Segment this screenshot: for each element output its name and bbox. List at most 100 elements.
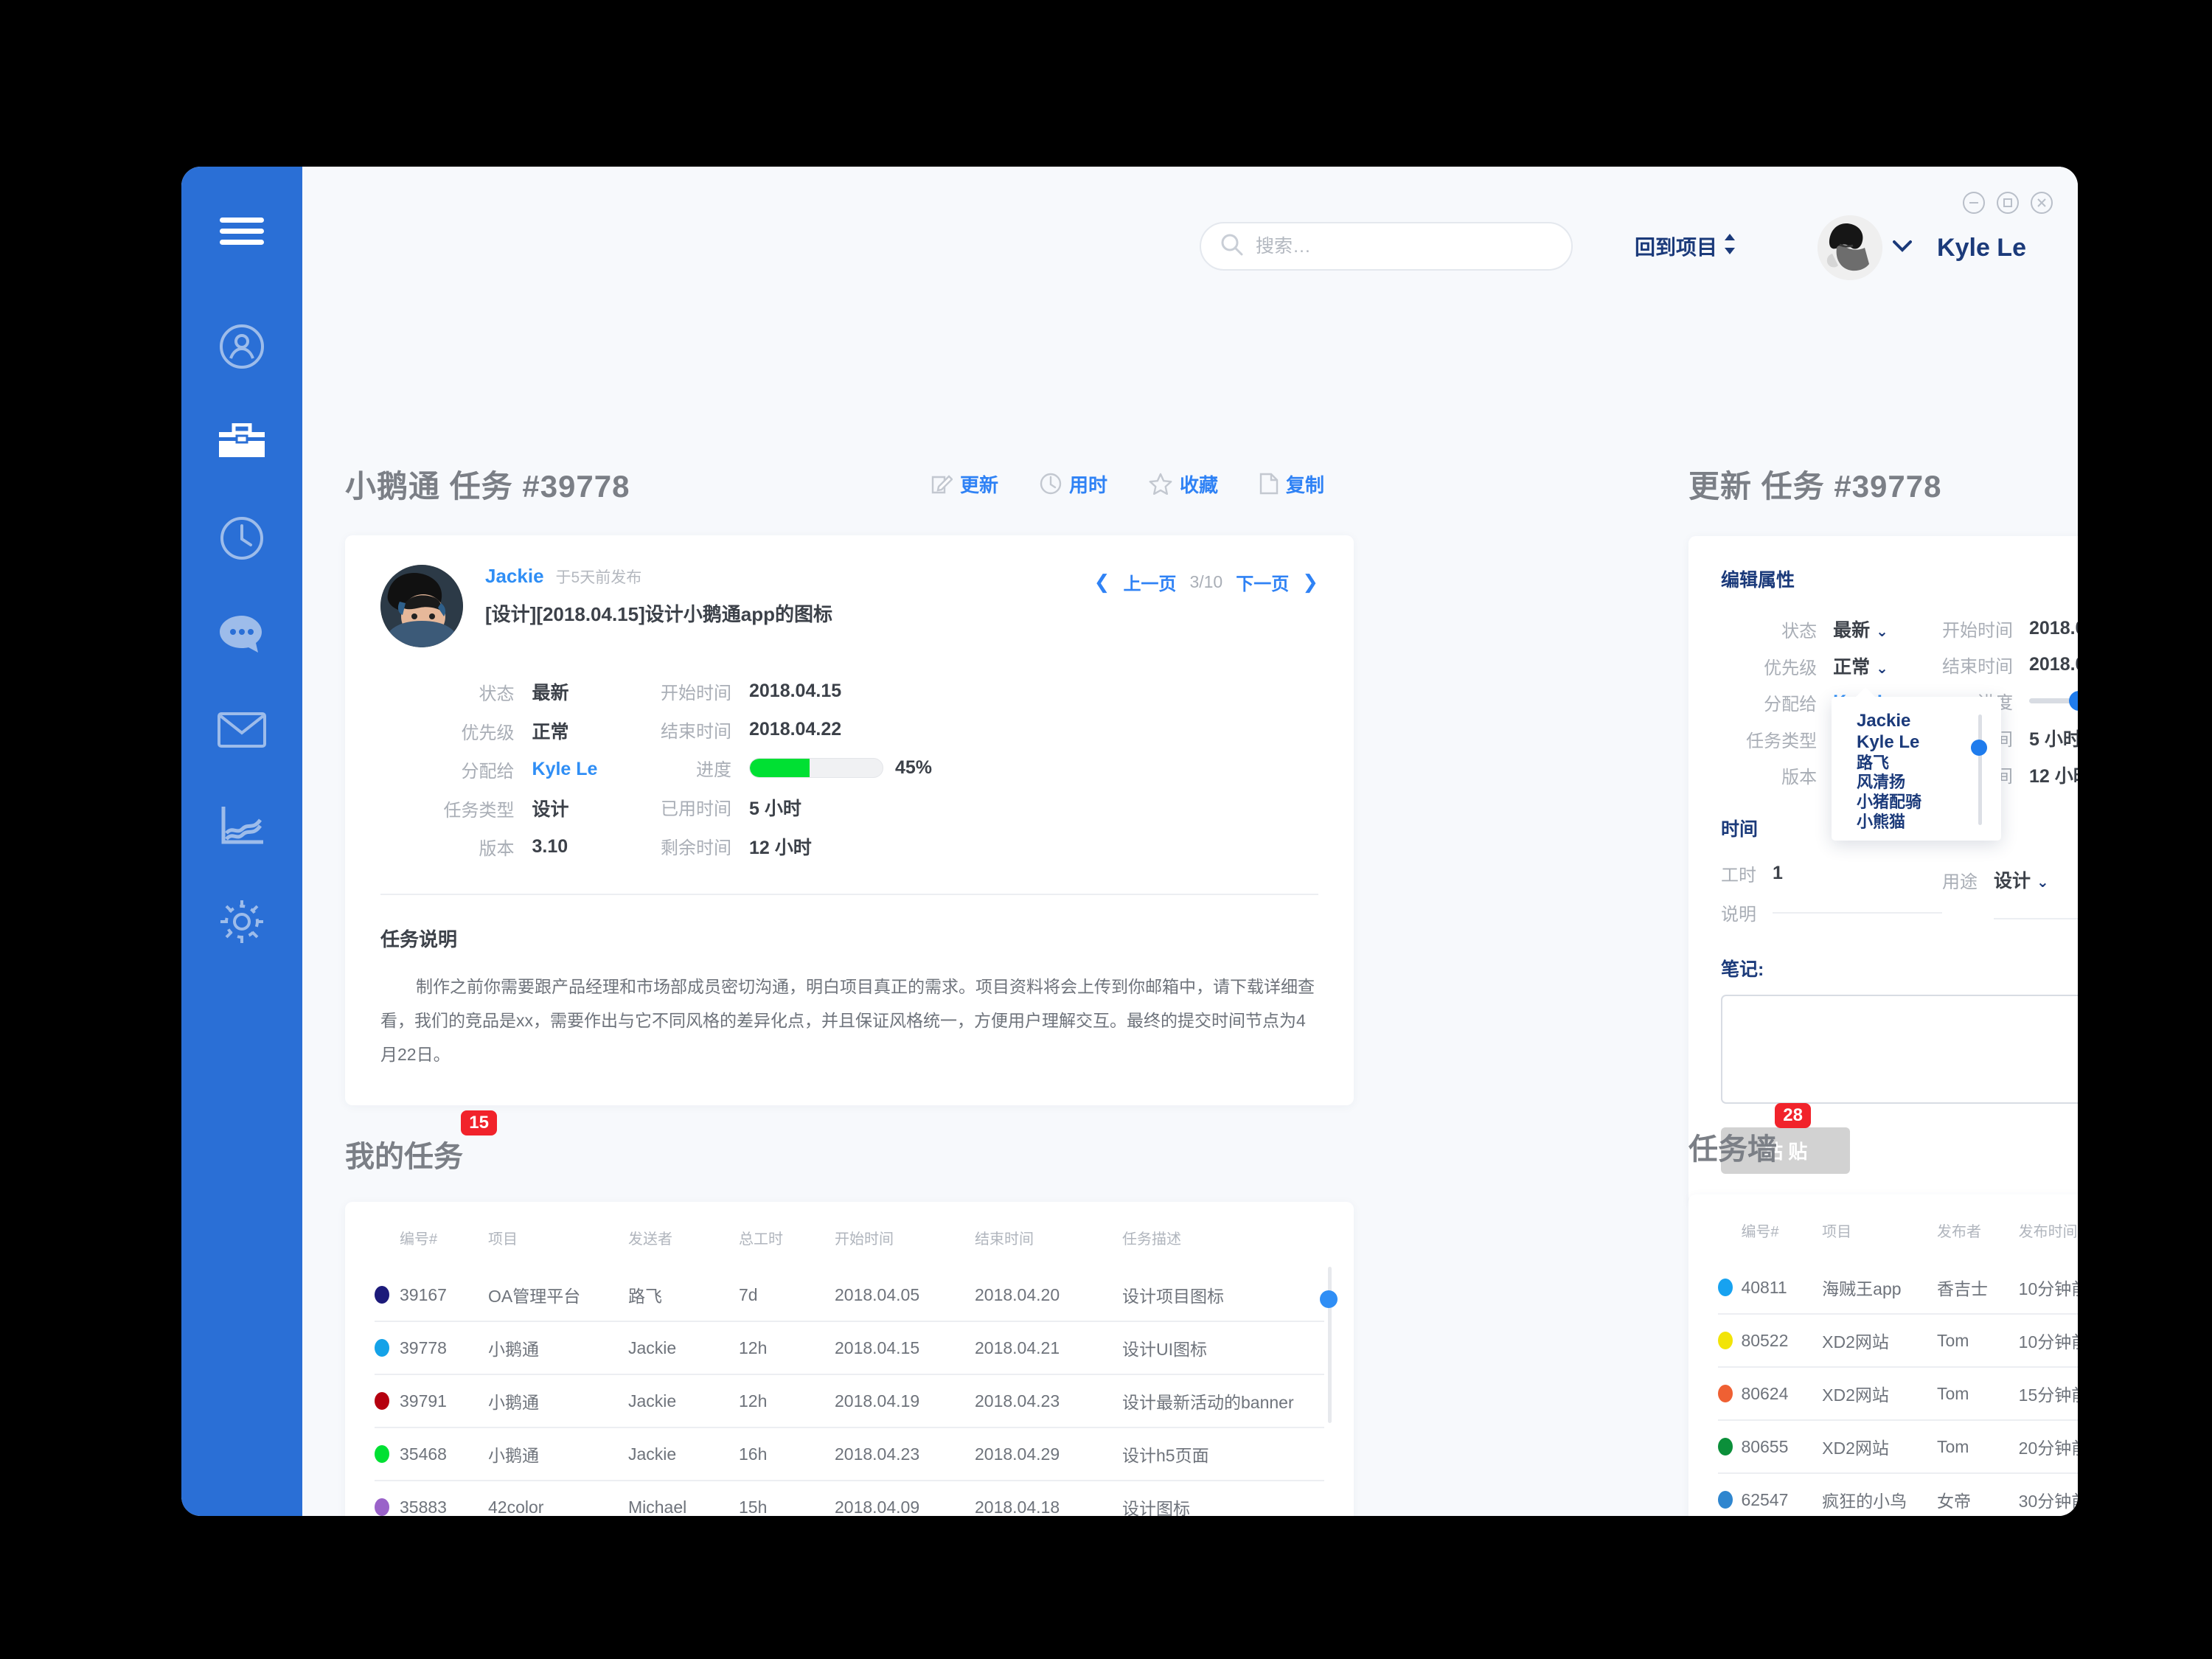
cell-id: 80522 bbox=[1741, 1313, 1823, 1367]
notes-textarea[interactable] bbox=[1721, 995, 2078, 1104]
edit-properties-heading: 编辑属性 bbox=[1721, 570, 1795, 591]
dropdown-option-3[interactable]: 风清扬 bbox=[1857, 773, 1906, 792]
cell-start: 2018.04.09 bbox=[835, 1480, 975, 1516]
table-row[interactable]: 39167 OA管理平台 路飞 7d 2018.04.05 2018.04.20 设计项目图… bbox=[375, 1269, 1324, 1321]
cell-time: 30分钟前 bbox=[2018, 1472, 2078, 1516]
table-row[interactable]: 39791 小鹅通 Jackie 12h 2018.04.19 2018.04.23 设计最… bbox=[375, 1374, 1324, 1427]
progress-fill bbox=[750, 759, 810, 778]
chevron-down-icon[interactable]: ⌄ bbox=[1876, 661, 1888, 677]
project-switcher-button[interactable]: 回到项目 bbox=[1635, 232, 1736, 261]
prop-value-assignee[interactable]: Kyle Le bbox=[532, 759, 598, 779]
cell-id: 39778 bbox=[400, 1321, 488, 1374]
time-note-input[interactable] bbox=[1773, 911, 1942, 914]
table-row[interactable]: 35468 小鹅通 Jackie 16h 2018.04.23 2018.04.29 设计h… bbox=[375, 1427, 1324, 1481]
progress-slider[interactable]: 45% bbox=[2029, 690, 2078, 712]
menu-icon[interactable] bbox=[211, 201, 273, 262]
slider-knob[interactable] bbox=[2068, 691, 2078, 712]
user-menu[interactable]: Kyle Le bbox=[1818, 215, 2026, 280]
assignee-dropdown[interactable]: Jackie Kyle Le 路飞 风清扬 小猪配骑 小熊猫 bbox=[1832, 687, 2001, 841]
chart-icon[interactable] bbox=[211, 795, 273, 857]
table-row[interactable]: 80655XD2网站Tom20分钟前设计网页ICON bbox=[1718, 1419, 2078, 1473]
user-icon[interactable] bbox=[211, 316, 273, 378]
cell-publisher: Tom bbox=[1937, 1419, 2019, 1473]
th-id: 编号# bbox=[1741, 1224, 1779, 1240]
time-value-hours[interactable]: 1 bbox=[1773, 863, 1783, 883]
dropdown-scrollbar-track[interactable] bbox=[1978, 714, 1982, 825]
clock-icon bbox=[1040, 473, 1062, 495]
cell-hours: 7d bbox=[739, 1284, 758, 1304]
edit-label-tasktype: 任务类型 bbox=[1746, 731, 1818, 751]
minimize-icon[interactable] bbox=[1963, 192, 1985, 214]
th-desc: 任务描述 bbox=[1122, 1231, 1181, 1248]
time-value-purpose[interactable]: 设计 ⌄ bbox=[1994, 871, 2049, 891]
cell-project: XD2网站 bbox=[1822, 1366, 1938, 1420]
maximize-icon[interactable] bbox=[1997, 192, 2019, 214]
edit-value-priority[interactable]: 正常 ⌄ bbox=[1833, 657, 1888, 678]
edit-value-start[interactable]: 2018.04.15 bbox=[2029, 618, 2078, 639]
table-row[interactable]: 40811海贼王app香吉士10分钟前活动banner更新 bbox=[1718, 1262, 2078, 1314]
cell-start: 2018.04.15 bbox=[835, 1321, 975, 1374]
cell-publisher: 香吉士 bbox=[1937, 1279, 1989, 1298]
close-icon[interactable] bbox=[2031, 192, 2053, 214]
edit-value-used[interactable]: 5 小时⌄ bbox=[2029, 728, 2078, 750]
description-body: 制作之前你需要跟产品经理和市场部成员密切沟通，明白项目真正的需求。项目资料将会上… bbox=[380, 977, 1315, 1064]
edit-label-status: 状态 bbox=[1781, 621, 1818, 641]
action-time-label: 用时 bbox=[1068, 473, 1107, 496]
edit-icon bbox=[931, 473, 953, 495]
status-dot bbox=[375, 1498, 389, 1516]
edit-value-end[interactable]: 2018.04.22 bbox=[2029, 654, 2078, 675]
action-favorite[interactable]: 收藏 bbox=[1149, 470, 1218, 498]
search-icon bbox=[1220, 233, 1244, 260]
table-row[interactable]: 35883 42color Michael 15h 2018.04.09 2018.04.… bbox=[375, 1480, 1324, 1516]
dropdown-option-5[interactable]: 小熊猫 bbox=[1857, 813, 1906, 832]
chevron-down-icon[interactable] bbox=[1893, 240, 1913, 257]
next-chevron-icon[interactable]: ❯ bbox=[1302, 571, 1318, 593]
status-dot-cell bbox=[1718, 1366, 1742, 1420]
poster-name[interactable]: Jackie bbox=[485, 565, 544, 587]
cell-sender: 路飞 bbox=[628, 1287, 662, 1306]
dropdown-scrollbar-knob[interactable] bbox=[1971, 740, 1987, 756]
cell-start: 2018.04.05 bbox=[835, 1284, 920, 1304]
prop-value-start: 2018.04.15 bbox=[749, 681, 842, 702]
mail-icon[interactable] bbox=[211, 699, 273, 761]
slider-track[interactable] bbox=[2029, 691, 2078, 712]
gear-icon[interactable] bbox=[211, 891, 273, 953]
edit-value-remaining[interactable]: 12 小时⌄ bbox=[2029, 765, 2078, 787]
table-row[interactable]: 39778 小鹅通 Jackie 12h 2018.04.15 2018.04.21 设计U… bbox=[375, 1321, 1324, 1374]
dropdown-option-4[interactable]: 小猪配骑 bbox=[1857, 793, 1922, 812]
time-extra-input[interactable] bbox=[1994, 918, 2078, 919]
task-detail-column: 小鹅通 任务 #39778 更新 用时 收藏 bbox=[345, 462, 1354, 1105]
time-label-hours: 工时 bbox=[1721, 866, 1756, 886]
table-row[interactable]: 62547疯狂的小鸟女帝30分钟前游戏道具ICON bbox=[1718, 1472, 2078, 1516]
my-tasks-scrollbar-knob[interactable] bbox=[1320, 1290, 1338, 1308]
briefcase-icon[interactable] bbox=[211, 411, 273, 473]
edit-value-status[interactable]: 最新 ⌄ bbox=[1833, 620, 1888, 641]
chevron-down-icon[interactable]: ⌄ bbox=[1876, 624, 1888, 640]
prop-label-end: 结束时间 bbox=[661, 722, 731, 742]
search-box[interactable] bbox=[1200, 222, 1573, 271]
next-page-link[interactable]: 下一页 bbox=[1236, 574, 1290, 594]
table-row[interactable]: 80522XD2网站Tom10分钟前网站设计 bbox=[1718, 1313, 2078, 1367]
search-input[interactable] bbox=[1256, 235, 1553, 257]
prop-value-priority: 正常 bbox=[532, 722, 569, 742]
app-window: 回到项目 bbox=[181, 167, 2078, 1516]
paste-button[interactable]: 粘 贴 bbox=[1721, 1127, 1851, 1174]
prev-chevron-icon[interactable]: ❮ bbox=[1093, 571, 1110, 593]
cell-hours: 16h bbox=[739, 1427, 835, 1481]
action-copy[interactable]: 复制 bbox=[1259, 470, 1324, 498]
prop-label-tasktype: 任务类型 bbox=[443, 800, 515, 821]
dropdown-option-0[interactable]: Jackie bbox=[1857, 711, 1911, 731]
chat-icon[interactable] bbox=[211, 603, 273, 665]
dropdown-option-1[interactable]: Kyle Le bbox=[1857, 732, 1920, 753]
chevron-down-icon[interactable]: ⌄ bbox=[2037, 874, 2049, 891]
table-row[interactable]: 80624XD2网站Tom15分钟前设计最新活动的海报 bbox=[1718, 1366, 2078, 1420]
action-time[interactable]: 用时 bbox=[1040, 470, 1107, 498]
copy-icon bbox=[1259, 473, 1279, 495]
prop-value-version: 3.10 bbox=[532, 836, 568, 857]
clock-icon[interactable] bbox=[211, 507, 273, 569]
dropdown-option-2[interactable]: 路飞 bbox=[1857, 753, 1890, 772]
action-update[interactable]: 更新 bbox=[931, 470, 998, 498]
prev-page-link[interactable]: 上一页 bbox=[1123, 574, 1177, 594]
edit-label-priority: 优先级 bbox=[1764, 658, 1818, 678]
my-tasks-scrollbar-track[interactable] bbox=[1328, 1267, 1332, 1423]
